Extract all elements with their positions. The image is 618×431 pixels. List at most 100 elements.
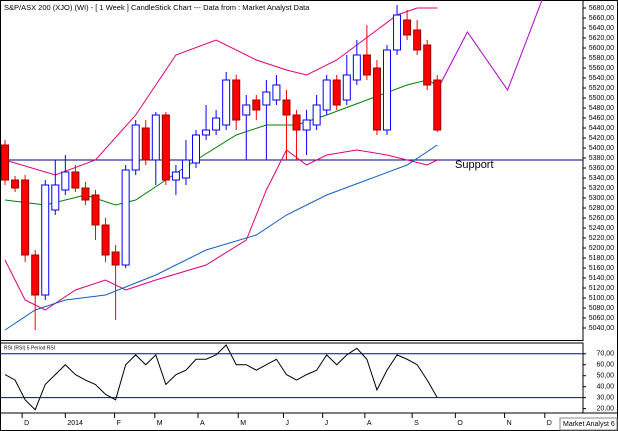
- candle-body: [161, 114, 170, 181]
- y-tick-label: 5160,00: [589, 265, 614, 272]
- y-tick-label: 5540,00: [589, 75, 614, 82]
- overlay-line: [4, 149, 438, 311]
- y-tick-label: 5360,00: [589, 165, 614, 172]
- candle-body: [393, 14, 402, 51]
- y-tick-label: 5220,00: [589, 235, 614, 242]
- candle-body: [141, 127, 150, 161]
- x-tick-label: A: [367, 420, 372, 427]
- x-tick-label: M: [157, 420, 163, 427]
- x-tick-label: M: [240, 420, 246, 427]
- support-label: Support: [455, 159, 494, 171]
- candle-body: [121, 169, 130, 266]
- candle-body: [81, 187, 90, 201]
- x-tick-label: A: [200, 420, 205, 427]
- main-panel: [0, 0, 584, 341]
- footer: Market Analyst 6: [563, 421, 615, 428]
- candle-body: [252, 99, 261, 111]
- y-tick-label: 5080,00: [589, 305, 614, 312]
- rsi-line: [4, 344, 438, 411]
- candle-body: [312, 104, 321, 126]
- candle-body: [51, 184, 60, 211]
- y-tick-label: 5180,00: [589, 255, 614, 262]
- candle-body: [302, 119, 311, 131]
- overlay-line: [4, 144, 438, 331]
- candle-body: [31, 254, 40, 296]
- candle-body: [292, 114, 301, 131]
- y-tick-label: 5400,00: [589, 145, 614, 152]
- candle-body: [433, 79, 442, 131]
- y-tick-label: 5600,00: [589, 45, 614, 52]
- y-tick-label: 5100,00: [589, 295, 614, 302]
- candle-body: [202, 129, 211, 136]
- candle-body: [131, 124, 140, 171]
- y-tick-label: 5460,00: [589, 115, 614, 122]
- candle-body: [212, 117, 221, 131]
- y-tick-label: 30,00: [596, 394, 614, 401]
- y-tick-label: 5320,00: [589, 185, 614, 192]
- candle-body: [61, 171, 70, 191]
- candle-body: [11, 179, 20, 189]
- candle-body: [21, 179, 30, 256]
- candle-body: [272, 84, 281, 101]
- chart-title: S&P/ASX 200 (XJO) (WI) - [ 1 Week ] Cand…: [4, 3, 310, 12]
- candle-body: [71, 171, 80, 189]
- y-tick-label: 70,00: [596, 351, 614, 358]
- candle-body: [282, 99, 291, 116]
- y-tick-label: 60,00: [596, 362, 614, 369]
- x-tick-label: O: [457, 420, 463, 427]
- y-tick-label: 5640,00: [589, 25, 614, 32]
- y-tick-label: 5120,00: [589, 285, 614, 292]
- y-tick-label: 5500,00: [589, 95, 614, 102]
- rsi-title: RSI (RSI) 5 Period RSI: [4, 345, 55, 351]
- y-tick-label: 5440,00: [589, 125, 614, 132]
- y-tick-label: 5340,00: [589, 175, 614, 182]
- candle-body: [262, 91, 271, 106]
- candle-body: [352, 54, 361, 81]
- projection-line: [436, 0, 543, 92]
- y-tick-label: 5040,00: [589, 325, 614, 332]
- footer-box: [559, 417, 618, 431]
- x-tick-label: D: [24, 420, 29, 427]
- candle-body: [91, 194, 100, 226]
- candle-body: [151, 114, 160, 161]
- candle-body: [101, 224, 110, 256]
- candle-body: [413, 29, 422, 51]
- y-tick-label: 5200,00: [589, 245, 614, 252]
- y-tick-label: 5560,00: [589, 65, 614, 72]
- y-tick-label: 5060,00: [589, 315, 614, 322]
- x-tick-label: 2014: [67, 420, 83, 427]
- y-tick-label: 5140,00: [589, 275, 614, 282]
- candle-body: [232, 79, 241, 121]
- candle-body: [362, 54, 371, 76]
- y-tick-label: 40,00: [596, 384, 614, 391]
- candle-body: [1, 144, 10, 181]
- candle-body: [322, 79, 331, 111]
- x-tick-label: J: [325, 420, 329, 427]
- candle-body: [403, 19, 412, 36]
- y-tick-label: 5680,00: [589, 5, 614, 12]
- x-tick-label: D: [547, 420, 552, 427]
- y-tick-label: 5280,00: [589, 205, 614, 212]
- candle-body: [192, 134, 201, 164]
- candle-body: [423, 44, 432, 86]
- y-tick-label: 50,00: [596, 373, 614, 380]
- y-tick-label: 5620,00: [589, 35, 614, 42]
- candle-body: [332, 79, 341, 106]
- x-tick-label: J: [285, 420, 289, 427]
- candle-body: [171, 171, 180, 181]
- y-tick-label: 5380,00: [589, 155, 614, 162]
- candle-body: [342, 74, 351, 101]
- y-tick-label: 5580,00: [589, 55, 614, 62]
- candle-body: [242, 104, 251, 116]
- candle-body: [41, 184, 50, 296]
- y-tick-label: 5660,00: [589, 15, 614, 22]
- overlay-line: [4, 7, 438, 176]
- candle-body: [181, 159, 190, 179]
- y-tick-label: 5300,00: [589, 195, 614, 202]
- x-tick-label: F: [117, 420, 121, 427]
- y-tick-label: 5260,00: [589, 215, 614, 222]
- candle-body: [222, 79, 231, 126]
- candle-body: [372, 67, 381, 131]
- y-tick-label: 5420,00: [589, 135, 614, 142]
